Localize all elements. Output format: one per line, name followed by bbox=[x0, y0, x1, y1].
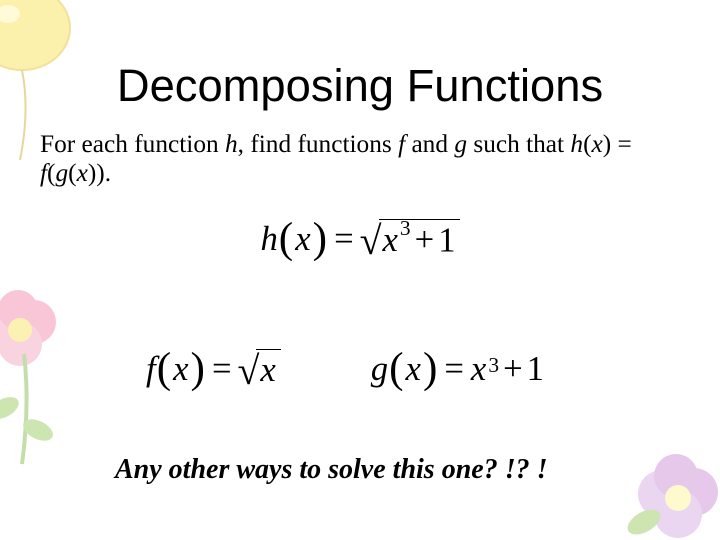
sqrt-sign-icon: √ bbox=[360, 221, 382, 261]
instr-eq-rp2: ) bbox=[96, 159, 104, 187]
h-inner-exp: 3 bbox=[400, 216, 411, 240]
instr-mid3: such that bbox=[467, 130, 570, 158]
f-x: x bbox=[172, 350, 189, 389]
instruction-text: For each function h, find functions f an… bbox=[40, 130, 670, 188]
instr-eq-lp3: ( bbox=[68, 159, 76, 187]
f-sqrt: √ x bbox=[238, 349, 281, 389]
sqrt-sign-icon: √ bbox=[238, 351, 260, 391]
f-radicand: x bbox=[256, 349, 280, 389]
instr-prefix: For each function bbox=[40, 130, 225, 158]
instr-mid2: and bbox=[405, 130, 454, 158]
f-rparen: ) bbox=[190, 343, 206, 393]
g-rhs-x: x bbox=[470, 350, 487, 389]
h-x: x bbox=[294, 220, 311, 259]
instr-eq-sign: = bbox=[611, 130, 632, 158]
f-eq: = bbox=[206, 350, 238, 389]
instr-eq-lp: ( bbox=[583, 130, 591, 158]
instr-g: g bbox=[454, 130, 467, 158]
g-rhs-one: 1 bbox=[527, 350, 544, 389]
g-rhs-plus: + bbox=[499, 350, 527, 389]
formula-g: g ( x ) = x3+1 bbox=[371, 344, 544, 394]
slide-title: Decomposing Functions bbox=[50, 60, 670, 112]
h-fn: h bbox=[260, 220, 277, 259]
formula-h: h ( x ) = √ x3+1 bbox=[260, 214, 459, 264]
instr-mid1: , find functions bbox=[238, 130, 398, 158]
instr-eq-x2: x bbox=[77, 159, 88, 187]
g-rparen: ) bbox=[422, 343, 438, 393]
g-lparen: ( bbox=[388, 343, 404, 393]
f-inner-x: x bbox=[259, 351, 276, 389]
formula-h-row: h ( x ) = √ x3+1 bbox=[50, 214, 670, 264]
h-lparen: ( bbox=[278, 213, 294, 263]
instr-eq-rp: ) bbox=[603, 130, 611, 158]
h-rparen: ) bbox=[312, 213, 328, 263]
h-inner-one: 1 bbox=[438, 221, 455, 259]
h-inner-x: x bbox=[382, 221, 399, 259]
g-eq: = bbox=[438, 350, 470, 389]
f-lparen: ( bbox=[156, 343, 172, 393]
instr-eq-x1: x bbox=[592, 130, 603, 158]
formula-f: f ( x ) = √ x bbox=[146, 344, 281, 394]
instr-eq-h: h bbox=[570, 130, 583, 158]
h-sqrt: √ x3+1 bbox=[360, 219, 460, 260]
g-x: x bbox=[405, 350, 422, 389]
g-fn: g bbox=[371, 350, 388, 389]
instr-eq-g: g bbox=[55, 159, 68, 187]
h-radicand: x3+1 bbox=[379, 219, 460, 260]
closing-question: Any other ways to solve this one? !? ! bbox=[115, 454, 670, 486]
formula-fg-row: f ( x ) = √ x g ( x ) = x3+1 bbox=[20, 344, 670, 394]
instr-period: . bbox=[105, 159, 111, 187]
instr-eq-f: f bbox=[40, 159, 47, 187]
instr-h: h bbox=[225, 130, 238, 158]
h-inner-plus: + bbox=[411, 221, 439, 259]
g-rhs-exp: 3 bbox=[488, 353, 499, 378]
f-fn: f bbox=[146, 350, 156, 389]
h-eq: = bbox=[328, 220, 360, 259]
slide: Decomposing Functions For each function … bbox=[0, 0, 720, 540]
